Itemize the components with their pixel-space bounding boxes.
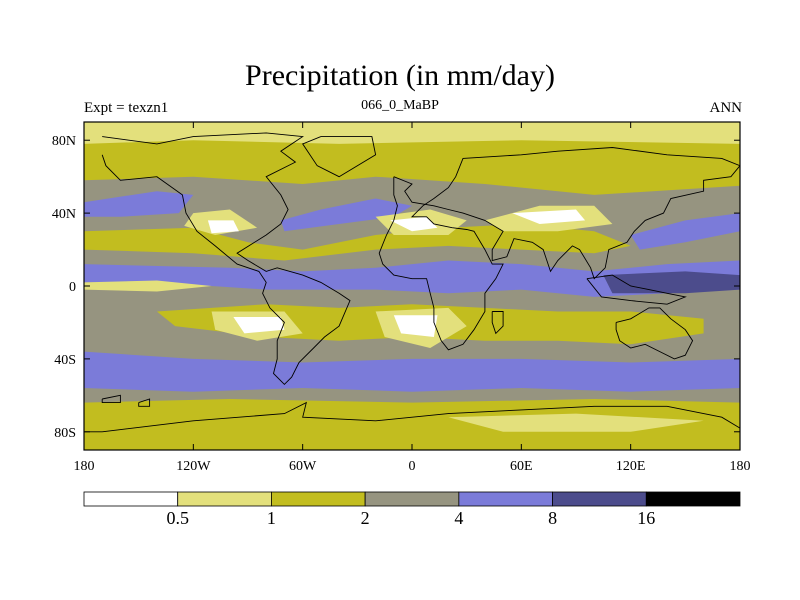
coastline-2	[615, 307, 694, 360]
coastline-0	[101, 132, 351, 386]
x-tick-label: 60W	[289, 459, 317, 474]
y-axis: 80N 40N 0 40S 80S	[52, 134, 740, 441]
region-southern-westerlies	[84, 351, 740, 392]
season-label: ANN	[709, 100, 743, 116]
experiment-label: Expt = texzn1	[84, 100, 169, 116]
colorbar-label: 2	[361, 508, 370, 528]
colorbar: 0.5 1 2 4 8 16	[83, 491, 741, 528]
x-axis: 180 120W 60W 0 60E 120E 180	[74, 122, 751, 474]
x-tick-label: 180	[74, 459, 95, 474]
coastline-4	[491, 311, 504, 335]
region-north-atlantic-wet	[280, 198, 412, 232]
y-tick-label: 80N	[52, 134, 76, 149]
coastline-7	[101, 394, 121, 404]
colorbar-label: 4	[454, 508, 463, 528]
precipitation-field	[84, 122, 740, 450]
x-tick-label: 120E	[616, 459, 646, 474]
y-tick-label: 80S	[54, 426, 76, 441]
colorbar-swatch	[83, 491, 179, 507]
colorbar-label: 1	[267, 508, 276, 528]
region-north-pacific-wet	[84, 191, 194, 217]
coastlines	[84, 132, 740, 450]
coastline-6	[302, 136, 377, 178]
colorbar-swatch	[177, 491, 272, 507]
y-tick-label: 0	[69, 280, 76, 295]
region-antarctic-band	[84, 399, 740, 450]
region-equatorial-dry-tongue	[84, 280, 212, 292]
region-na-arid-white	[207, 220, 239, 234]
colorbar-label: 8	[548, 508, 557, 528]
region-north-subtropic-dry	[84, 224, 631, 261]
period-label: 066_0_MaBP	[361, 98, 439, 113]
y-tick-label: 40N	[52, 207, 76, 222]
colorbar-swatch	[552, 491, 647, 507]
region-polar-cap-north	[84, 122, 740, 144]
region-itcz-core	[603, 271, 740, 294]
y-tick-label: 40S	[54, 353, 76, 368]
region-sa-white	[233, 317, 285, 334]
colorbar-label: 16	[637, 508, 655, 528]
colorbar-swatch	[458, 491, 553, 507]
coastline-3	[586, 274, 687, 305]
region-antarctic-dry	[448, 413, 704, 432]
region-africa-south-white	[393, 315, 438, 337]
coastline-5	[84, 401, 740, 450]
coastline-1	[378, 147, 740, 351]
colorbar-swatch	[645, 491, 741, 507]
x-tick-label: 0	[409, 459, 416, 474]
chart-title: Precipitation (in mm/day)	[245, 59, 555, 92]
region-nw-pacific-wet	[630, 213, 740, 250]
region-asia-white	[512, 209, 586, 224]
colorbar-swatch	[364, 491, 460, 507]
x-tick-label: 180	[730, 459, 751, 474]
x-tick-label: 120W	[176, 459, 211, 474]
colorbar-label: 0.5	[166, 508, 189, 528]
x-tick-label: 60E	[510, 459, 533, 474]
region-africa-north-white	[390, 216, 438, 232]
coastline-8	[138, 398, 151, 407]
colorbar-swatch	[271, 491, 366, 507]
